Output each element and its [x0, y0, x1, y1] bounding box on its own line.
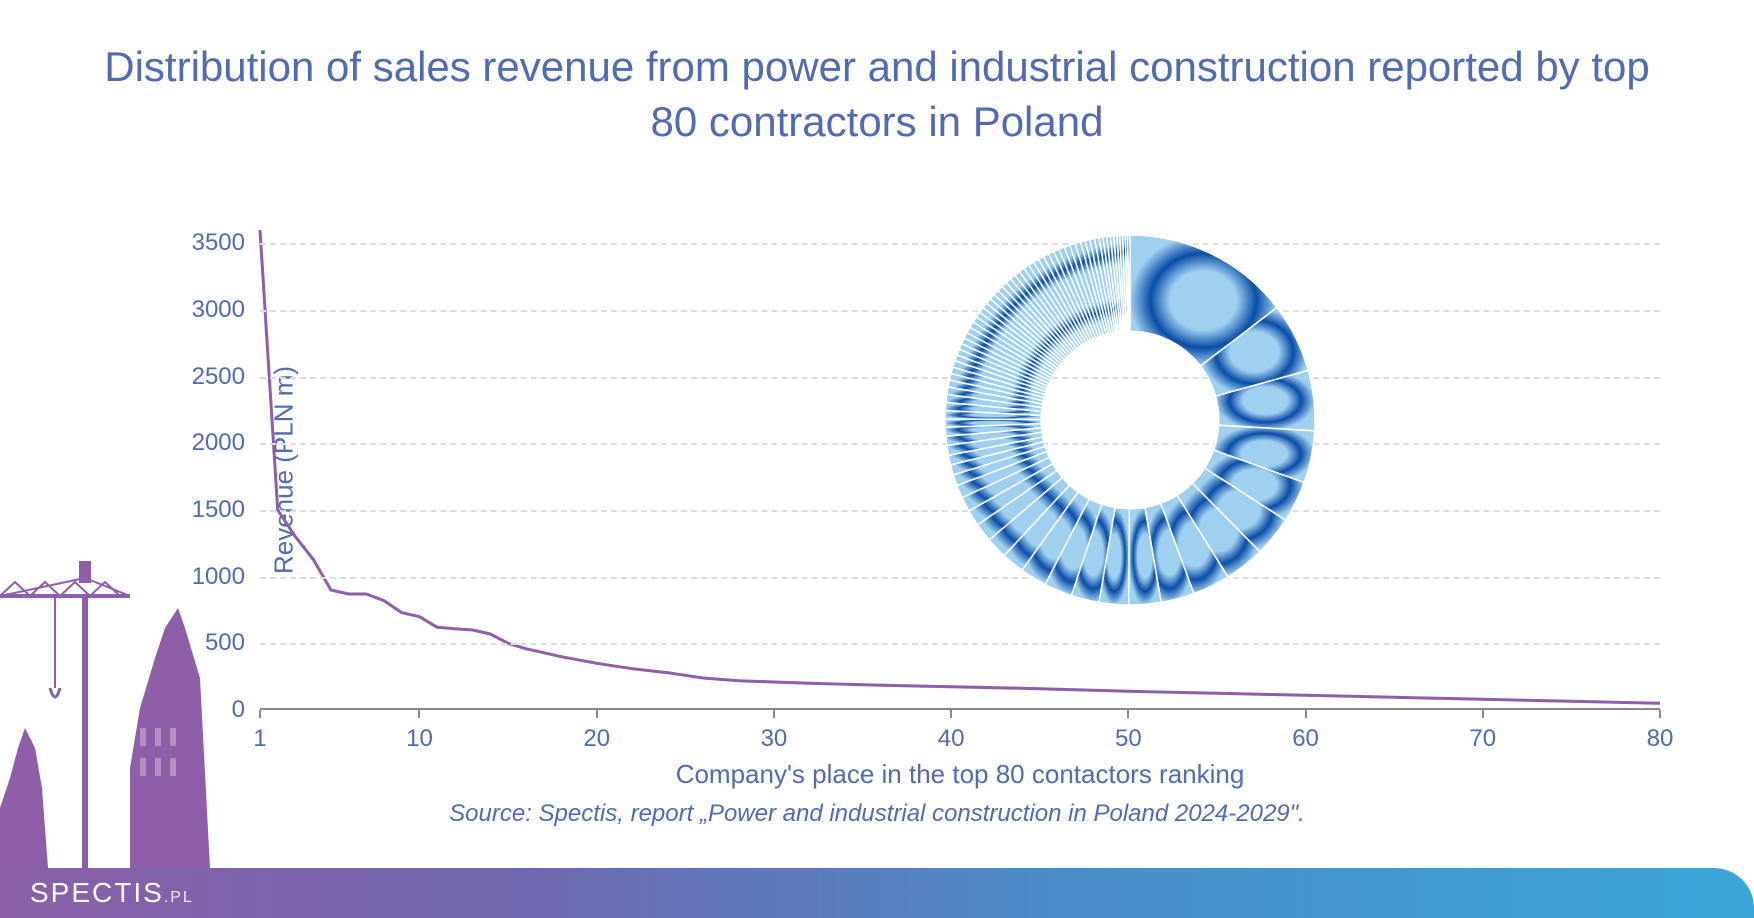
- x-tick-mark: [1305, 710, 1307, 718]
- x-tick-label: 40: [938, 725, 965, 753]
- source-citation: Source: Spectis, report „Power and indus…: [449, 800, 1305, 828]
- x-tick-label: 80: [1647, 725, 1674, 753]
- x-tick-mark: [950, 710, 952, 718]
- x-tick-mark: [418, 710, 420, 718]
- skyline-graphic: [0, 548, 280, 868]
- y-tick-label: 3000: [192, 296, 245, 324]
- donut-chart: [940, 230, 1320, 610]
- donut-slice: [1128, 235, 1130, 331]
- x-tick-label: 60: [1292, 725, 1319, 753]
- footer-bar: SPECTIS.PL: [0, 868, 1754, 918]
- x-tick-mark: [1659, 710, 1661, 718]
- donut-svg: [940, 230, 1320, 610]
- gridline: [260, 643, 1660, 645]
- x-tick-label: 70: [1469, 725, 1496, 753]
- logo: SPECTIS.PL: [30, 877, 194, 909]
- x-tick-label: 20: [583, 725, 610, 753]
- x-tick-label: 10: [406, 725, 433, 753]
- chart-title: Distribution of sales revenue from power…: [0, 0, 1754, 169]
- x-tick-mark: [1127, 710, 1129, 718]
- y-tick-label: 3500: [192, 229, 245, 257]
- x-tick-label: 30: [761, 725, 788, 753]
- y-tick-label: 1500: [192, 496, 245, 524]
- y-tick-label: 2500: [192, 363, 245, 391]
- logo-suffix: .PL: [164, 889, 194, 906]
- x-tick-label: 50: [1115, 725, 1142, 753]
- logo-brand: SPECTIS: [30, 877, 164, 908]
- x-tick-mark: [596, 710, 598, 718]
- y-tick-label: 2000: [192, 429, 245, 457]
- x-tick-mark: [773, 710, 775, 718]
- x-tick-mark: [1482, 710, 1484, 718]
- x-axis-label: Company's place in the top 80 contactors…: [676, 759, 1245, 790]
